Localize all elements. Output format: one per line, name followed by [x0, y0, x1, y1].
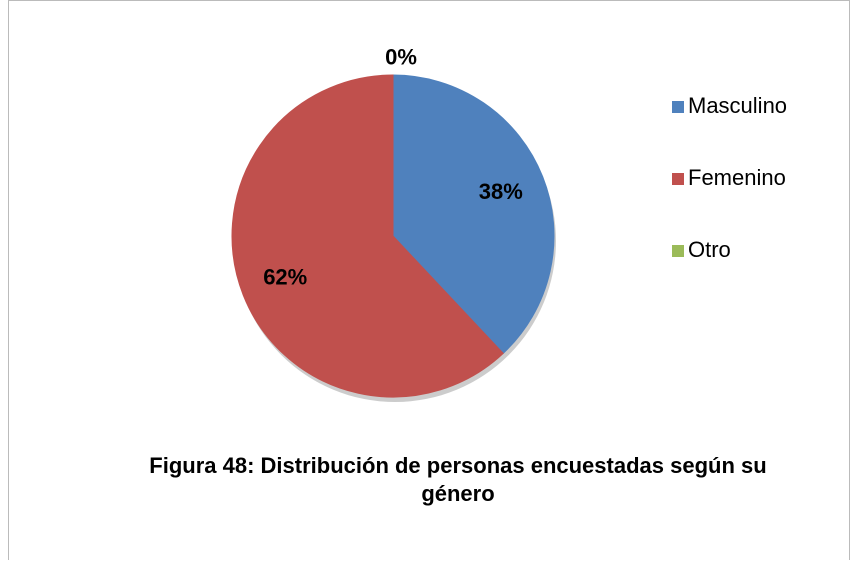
value-label: 38%	[479, 179, 523, 204]
chart-frame	[8, 0, 850, 560]
value-label: 62%	[263, 264, 307, 289]
legend-swatch	[672, 173, 684, 185]
pie-slice	[231, 74, 504, 398]
legend-label: Femenino	[688, 165, 786, 190]
pie-slice	[392, 74, 555, 355]
value-label: 0%	[385, 45, 417, 70]
chart-title: Figura 48: Distribución de personas encu…	[149, 453, 767, 506]
legend-swatch	[672, 245, 684, 257]
legend-label: Otro	[688, 237, 731, 262]
legend-swatch	[672, 101, 684, 113]
legend-label: Masculino	[688, 93, 787, 118]
